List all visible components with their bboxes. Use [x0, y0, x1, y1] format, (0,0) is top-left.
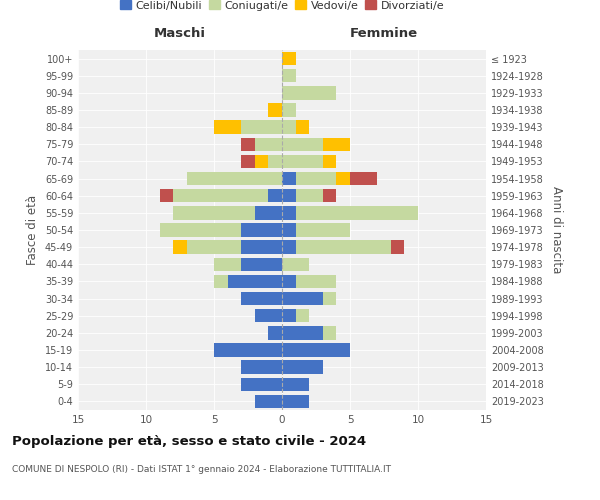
- Bar: [255, 154, 268, 168]
- Bar: [296, 309, 309, 322]
- Bar: [282, 104, 296, 117]
- Bar: [296, 172, 337, 186]
- Bar: [282, 224, 296, 236]
- Bar: [255, 138, 282, 151]
- Bar: [255, 394, 282, 408]
- Text: COMUNE DI NESPOLO (RI) - Dati ISTAT 1° gennaio 2024 - Elaborazione TUTTITALIA.IT: COMUNE DI NESPOLO (RI) - Dati ISTAT 1° g…: [12, 465, 391, 474]
- Bar: [255, 206, 282, 220]
- Bar: [241, 224, 282, 236]
- Bar: [241, 360, 282, 374]
- Bar: [160, 224, 241, 236]
- Bar: [282, 86, 337, 100]
- Bar: [227, 274, 282, 288]
- Bar: [241, 292, 282, 306]
- Text: Maschi: Maschi: [154, 26, 206, 40]
- Bar: [187, 240, 241, 254]
- Bar: [255, 309, 282, 322]
- Bar: [214, 120, 241, 134]
- Bar: [282, 292, 323, 306]
- Bar: [282, 138, 323, 151]
- Text: Popolazione per età, sesso e stato civile - 2024: Popolazione per età, sesso e stato civil…: [12, 435, 366, 448]
- Bar: [296, 240, 391, 254]
- Bar: [173, 240, 187, 254]
- Y-axis label: Fasce di età: Fasce di età: [26, 195, 39, 265]
- Bar: [282, 326, 323, 340]
- Bar: [282, 120, 296, 134]
- Bar: [282, 344, 350, 356]
- Bar: [323, 138, 350, 151]
- Bar: [282, 360, 323, 374]
- Bar: [323, 189, 337, 202]
- Bar: [241, 138, 255, 151]
- Bar: [282, 309, 296, 322]
- Bar: [282, 52, 296, 66]
- Bar: [214, 274, 227, 288]
- Bar: [296, 120, 309, 134]
- Bar: [268, 189, 282, 202]
- Y-axis label: Anni di nascita: Anni di nascita: [550, 186, 563, 274]
- Bar: [214, 344, 282, 356]
- Legend: Celibi/Nubili, Coniugati/e, Vedovi/e, Divorziati/e: Celibi/Nubili, Coniugati/e, Vedovi/e, Di…: [118, 0, 446, 13]
- Bar: [173, 189, 268, 202]
- Bar: [323, 292, 337, 306]
- Bar: [296, 224, 350, 236]
- Bar: [323, 326, 337, 340]
- Bar: [337, 172, 350, 186]
- Bar: [282, 69, 296, 82]
- Bar: [296, 189, 323, 202]
- Bar: [268, 104, 282, 117]
- Bar: [241, 120, 282, 134]
- Bar: [241, 154, 255, 168]
- Bar: [282, 172, 296, 186]
- Bar: [350, 172, 377, 186]
- Bar: [173, 206, 255, 220]
- Bar: [282, 154, 323, 168]
- Bar: [241, 378, 282, 391]
- Bar: [187, 172, 282, 186]
- Text: Femmine: Femmine: [350, 26, 418, 40]
- Bar: [296, 274, 337, 288]
- Bar: [391, 240, 404, 254]
- Bar: [241, 258, 282, 271]
- Bar: [282, 206, 296, 220]
- Bar: [282, 274, 296, 288]
- Bar: [282, 394, 309, 408]
- Bar: [268, 326, 282, 340]
- Bar: [282, 240, 296, 254]
- Bar: [282, 189, 296, 202]
- Bar: [241, 240, 282, 254]
- Bar: [160, 189, 173, 202]
- Bar: [282, 258, 309, 271]
- Bar: [268, 154, 282, 168]
- Bar: [214, 258, 241, 271]
- Bar: [282, 378, 309, 391]
- Bar: [323, 154, 337, 168]
- Bar: [296, 206, 418, 220]
